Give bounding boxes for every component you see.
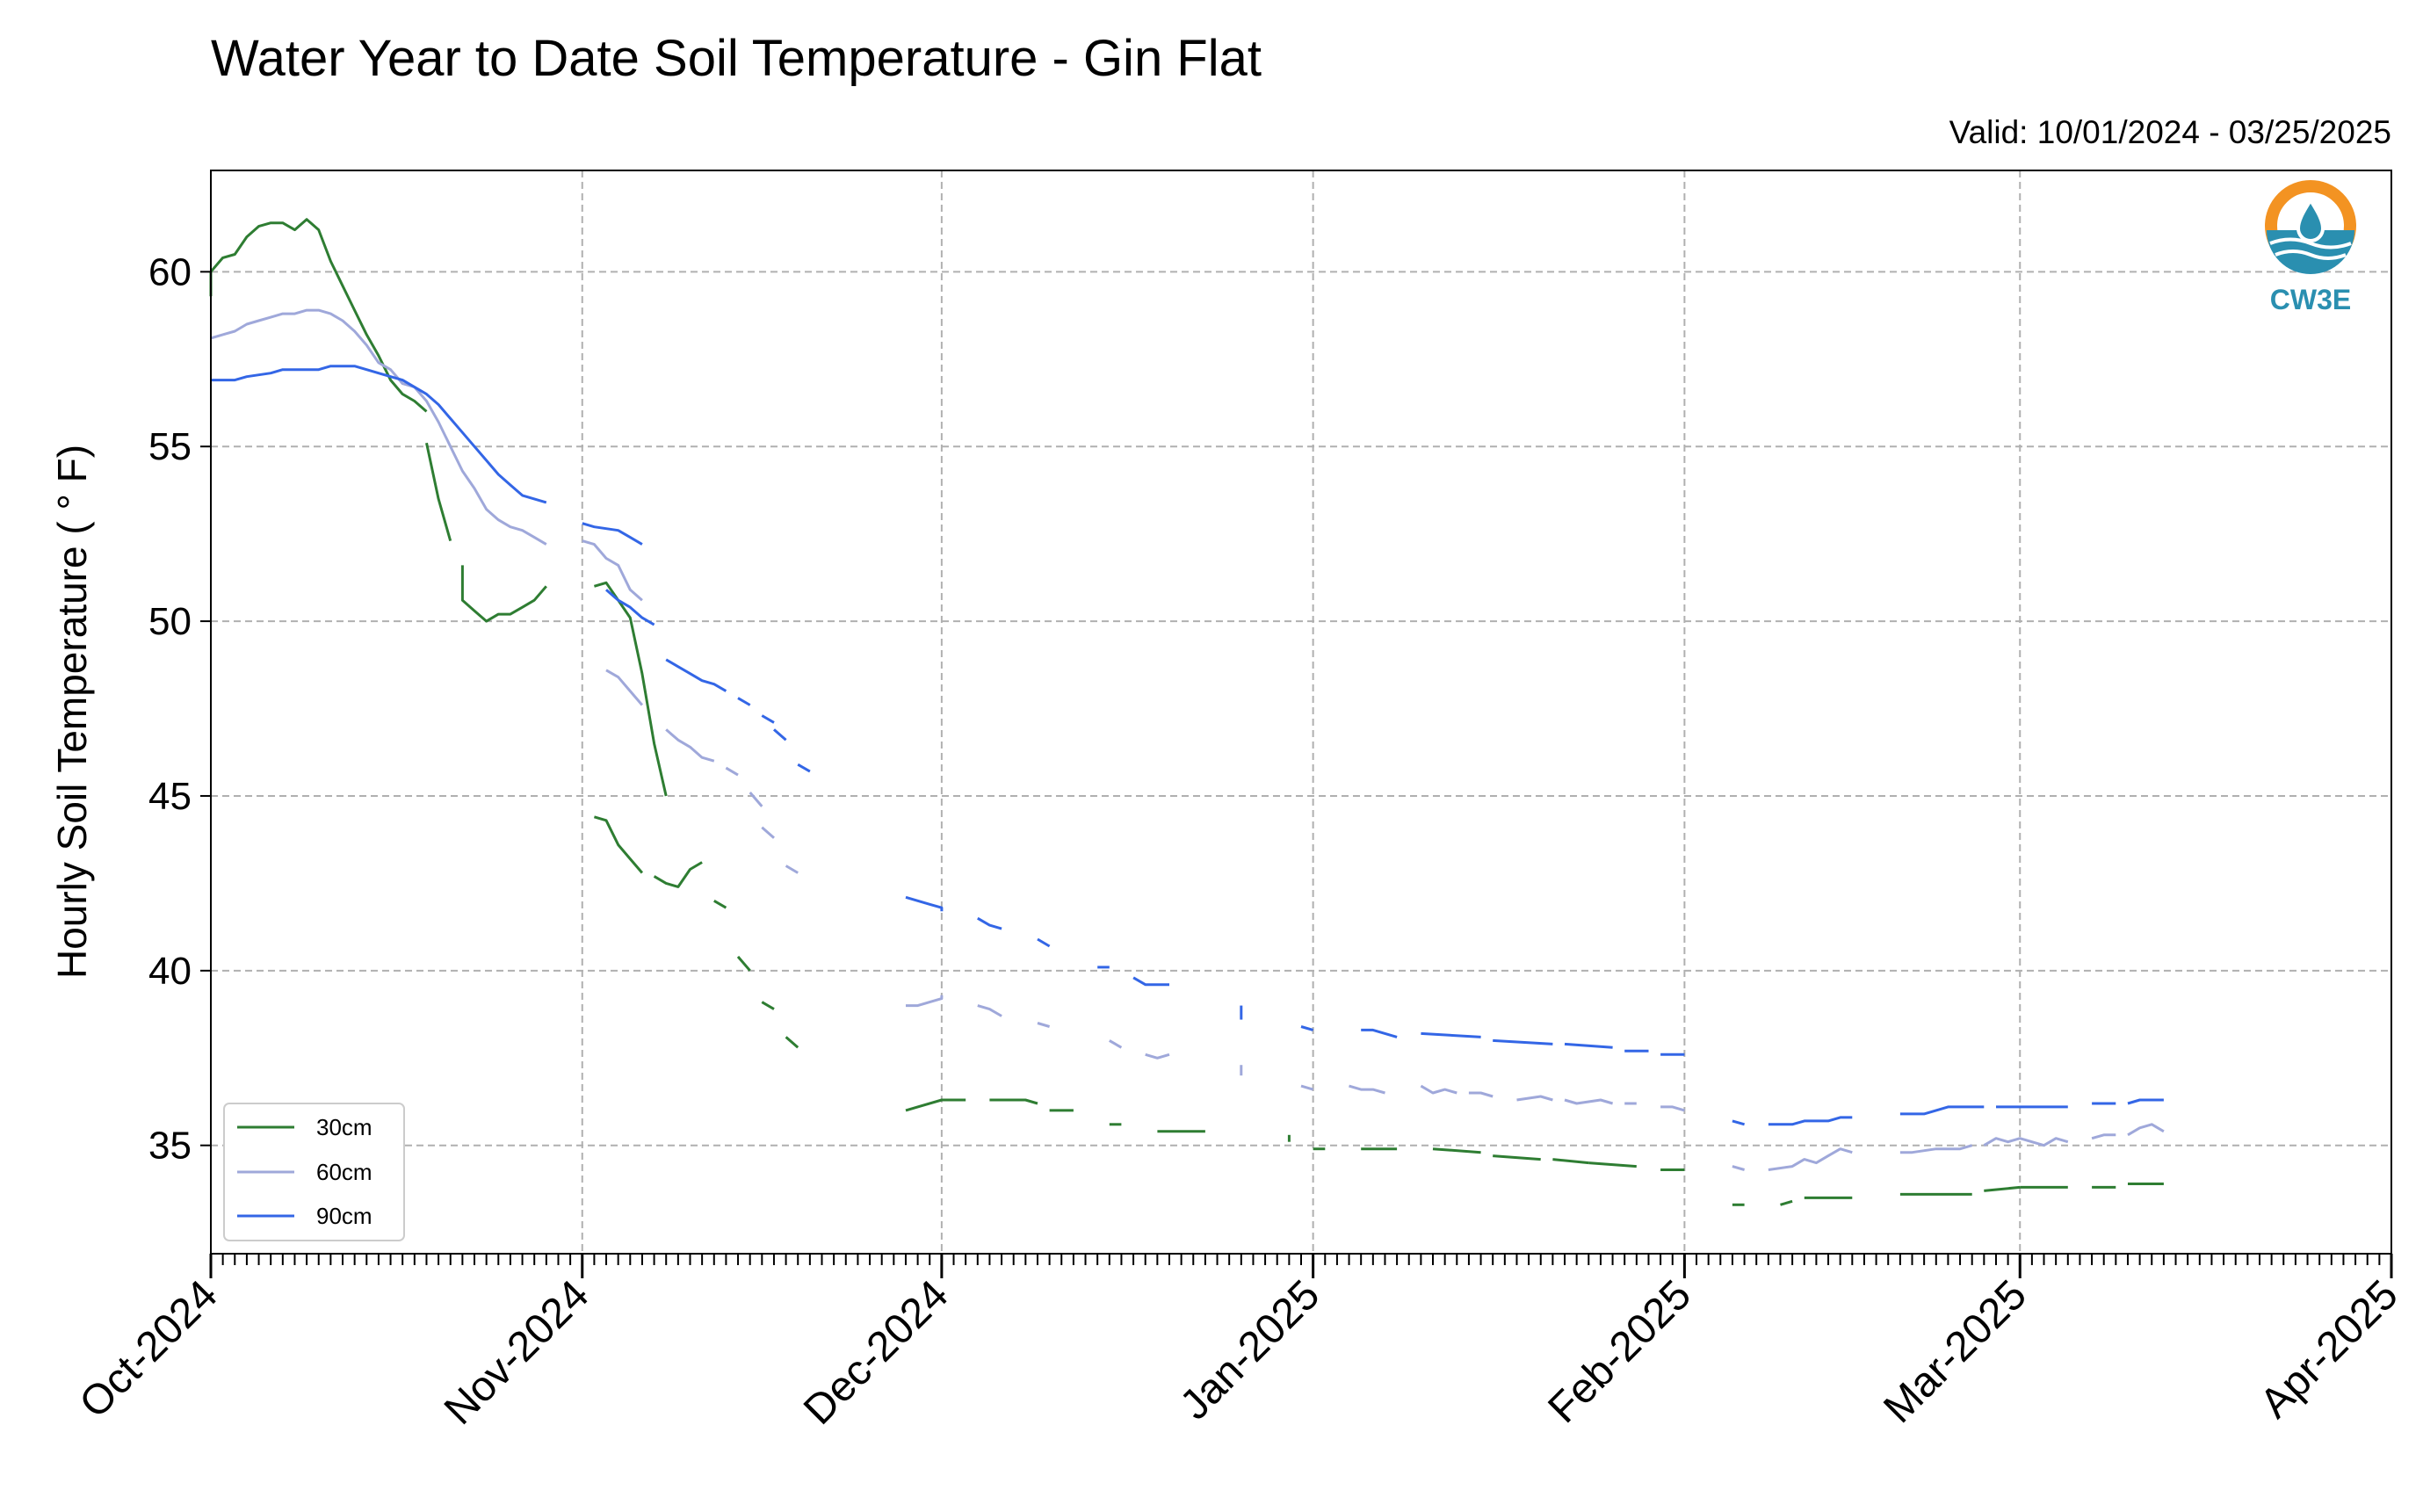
legend-label-60cm: 60cm bbox=[316, 1159, 372, 1185]
series-90cm bbox=[211, 365, 2164, 1126]
series-line-90cm bbox=[665, 658, 727, 692]
legend-label-90cm: 90cm bbox=[316, 1203, 372, 1229]
series-line-90cm bbox=[211, 365, 547, 504]
series-line-90cm bbox=[1899, 1105, 1985, 1116]
series-line-90cm bbox=[1732, 1119, 1746, 1126]
series-line-90cm bbox=[1421, 1031, 1481, 1038]
series-line-30cm bbox=[1780, 1199, 1793, 1206]
series-line-30cm bbox=[905, 1098, 966, 1112]
series-line-60cm bbox=[2091, 1133, 2116, 1140]
y-tick-label: 35 bbox=[148, 1125, 192, 1168]
series-line-90cm bbox=[1132, 976, 1169, 987]
series-line-60cm bbox=[1660, 1105, 1685, 1112]
series-line-90cm bbox=[582, 522, 643, 546]
valid-range-label: Valid: 10/01/2024 - 03/25/2025 bbox=[1949, 114, 2391, 150]
series-line-90cm bbox=[797, 763, 811, 773]
y-tick-label: 45 bbox=[148, 775, 192, 818]
series-line-60cm bbox=[1420, 1084, 1457, 1095]
series-line-90cm bbox=[773, 728, 787, 742]
series-line-30cm bbox=[785, 1036, 799, 1049]
series-line-90cm bbox=[977, 916, 1002, 930]
series-line-30cm bbox=[593, 815, 644, 874]
series-line-60cm bbox=[1732, 1165, 1746, 1171]
series-line-60cm bbox=[1037, 1022, 1051, 1028]
series-line-30cm bbox=[761, 1001, 775, 1010]
chart-title: Water Year to Date Soil Temperature - Gi… bbox=[211, 30, 1262, 87]
series-line-60cm bbox=[725, 766, 739, 777]
series-line-30cm bbox=[653, 861, 703, 888]
series-line-30cm bbox=[736, 955, 751, 972]
series-line-30cm bbox=[460, 565, 547, 623]
series-line-60cm bbox=[665, 728, 715, 763]
series-line-60cm bbox=[1145, 1053, 1170, 1060]
logo-wave-icon-2 bbox=[2275, 250, 2347, 260]
series-line-60cm bbox=[582, 539, 643, 602]
logo-wave-icon bbox=[2269, 237, 2352, 250]
series-line-60cm bbox=[1300, 1084, 1314, 1091]
series-line-60cm bbox=[605, 669, 644, 706]
logo-drop-icon bbox=[2296, 197, 2325, 242]
series-line-90cm bbox=[1300, 1025, 1314, 1031]
series-line-60cm bbox=[749, 792, 763, 807]
series-line-90cm bbox=[761, 714, 775, 724]
series-line-90cm bbox=[1564, 1042, 1613, 1049]
series-line-60cm bbox=[1768, 1147, 1853, 1171]
logo-label: CW3E bbox=[2270, 284, 2351, 315]
y-tick-label: 50 bbox=[148, 600, 192, 643]
series-line-60cm bbox=[1516, 1095, 1553, 1102]
series-line-90cm bbox=[1361, 1028, 1398, 1038]
series-line-90cm bbox=[905, 895, 944, 912]
series-line-30cm bbox=[1493, 1154, 1541, 1161]
series-line-60cm bbox=[977, 1004, 1002, 1017]
series-line-30cm bbox=[1432, 1147, 1481, 1154]
series-line-60cm bbox=[1468, 1091, 1494, 1098]
series-line-30cm bbox=[713, 900, 727, 909]
series-line-60cm bbox=[1983, 1137, 2069, 1147]
series-line-30cm bbox=[1552, 1158, 1589, 1165]
grid bbox=[211, 170, 2391, 1254]
series-line-60cm bbox=[2127, 1123, 2165, 1137]
series-layer bbox=[209, 218, 2165, 1206]
series-line-60cm bbox=[906, 995, 944, 1008]
series-line-90cm bbox=[1037, 937, 1051, 948]
y-axis-label: Hourly Soil Temperature ( ° F) bbox=[49, 445, 95, 979]
y-tick-label: 55 bbox=[148, 425, 192, 468]
legend-box bbox=[223, 1103, 405, 1241]
series-line-90cm bbox=[1493, 1038, 1553, 1045]
series-line-60cm bbox=[1349, 1084, 1385, 1095]
series-line-60cm bbox=[210, 308, 547, 546]
series-line-60cm bbox=[761, 826, 775, 839]
series-line-60cm bbox=[1564, 1098, 1614, 1105]
series-line-90cm bbox=[605, 589, 655, 626]
series-line-60cm bbox=[785, 865, 799, 874]
series-line-30cm bbox=[1588, 1161, 1637, 1168]
cw3e-logo: CW3E bbox=[2265, 180, 2356, 315]
series-30cm bbox=[209, 218, 2164, 1206]
series-line-60cm bbox=[1899, 1144, 1973, 1154]
series-line-30cm bbox=[989, 1098, 1038, 1105]
y-tick-label: 40 bbox=[148, 950, 192, 993]
series-line-90cm bbox=[1768, 1116, 1853, 1126]
series-line-30cm bbox=[593, 581, 668, 797]
series-line-90cm bbox=[2127, 1098, 2164, 1105]
series-60cm bbox=[210, 308, 2165, 1171]
series-line-30cm bbox=[1984, 1185, 2021, 1192]
series-line-90cm bbox=[737, 697, 751, 706]
y-tick-label: 60 bbox=[148, 250, 192, 293]
series-line-30cm bbox=[425, 442, 452, 542]
legend-label-30cm: 30cm bbox=[316, 1114, 372, 1140]
series-line-60cm bbox=[1109, 1039, 1123, 1049]
legend: 30cm 60cm 90cm bbox=[223, 1103, 405, 1241]
